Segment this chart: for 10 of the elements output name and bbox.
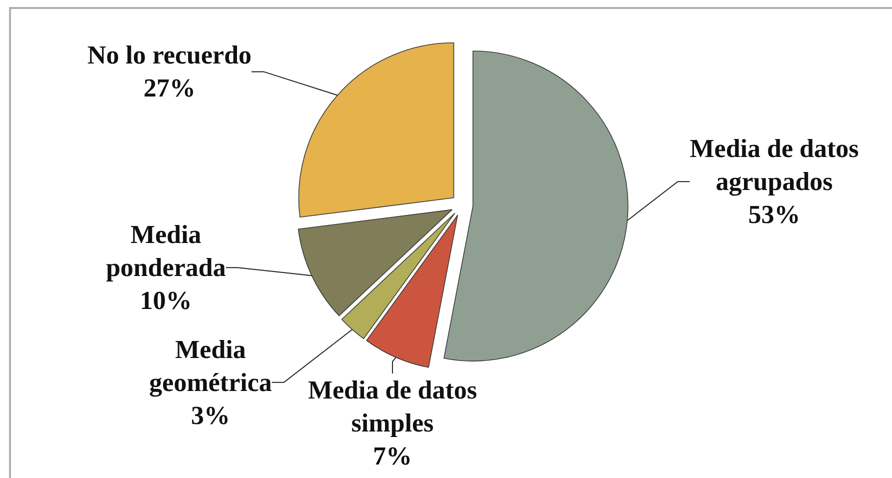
data-label: 7% (372, 442, 412, 471)
slice-label: Media de datos simples (308, 376, 477, 438)
data-label: 27% (143, 74, 196, 103)
slice-label: Media geométrica (149, 334, 272, 397)
slice-label: Media de datos agrupados (690, 134, 859, 196)
slice-label: No lo recuerdo (87, 40, 252, 70)
data-label: 10% (140, 286, 192, 316)
data-label: 53% (748, 200, 800, 230)
data-label: 3% (191, 400, 230, 430)
slice-label: Media ponderada (106, 220, 226, 282)
